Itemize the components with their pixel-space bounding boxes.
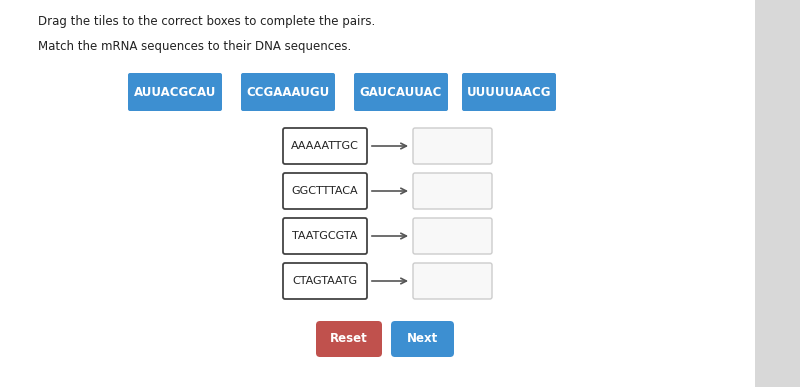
- Text: Next: Next: [407, 332, 438, 346]
- FancyBboxPatch shape: [413, 173, 492, 209]
- Text: CCGAAAUGU: CCGAAAUGU: [246, 86, 330, 99]
- FancyBboxPatch shape: [413, 128, 492, 164]
- Text: Drag the tiles to the correct boxes to complete the pairs.: Drag the tiles to the correct boxes to c…: [38, 15, 375, 28]
- FancyBboxPatch shape: [755, 0, 800, 387]
- Text: UUUUUAACG: UUUUUAACG: [466, 86, 551, 99]
- FancyBboxPatch shape: [128, 73, 222, 111]
- Text: GAUCAUUAC: GAUCAUUAC: [360, 86, 442, 99]
- FancyBboxPatch shape: [241, 73, 335, 111]
- Text: Match the mRNA sequences to their DNA sequences.: Match the mRNA sequences to their DNA se…: [38, 40, 351, 53]
- Text: TAATGCGTA: TAATGCGTA: [292, 231, 358, 241]
- FancyBboxPatch shape: [283, 263, 367, 299]
- Text: AUUACGCAU: AUUACGCAU: [134, 86, 216, 99]
- Text: AAAAATTGC: AAAAATTGC: [291, 141, 359, 151]
- FancyBboxPatch shape: [283, 128, 367, 164]
- Text: Reset: Reset: [330, 332, 368, 346]
- FancyBboxPatch shape: [283, 173, 367, 209]
- FancyBboxPatch shape: [283, 218, 367, 254]
- Text: CTAGTAATG: CTAGTAATG: [293, 276, 358, 286]
- FancyBboxPatch shape: [391, 321, 454, 357]
- FancyBboxPatch shape: [413, 263, 492, 299]
- FancyBboxPatch shape: [462, 73, 556, 111]
- Text: GGCTTTACA: GGCTTTACA: [292, 186, 358, 196]
- FancyBboxPatch shape: [354, 73, 448, 111]
- FancyBboxPatch shape: [413, 218, 492, 254]
- FancyBboxPatch shape: [316, 321, 382, 357]
